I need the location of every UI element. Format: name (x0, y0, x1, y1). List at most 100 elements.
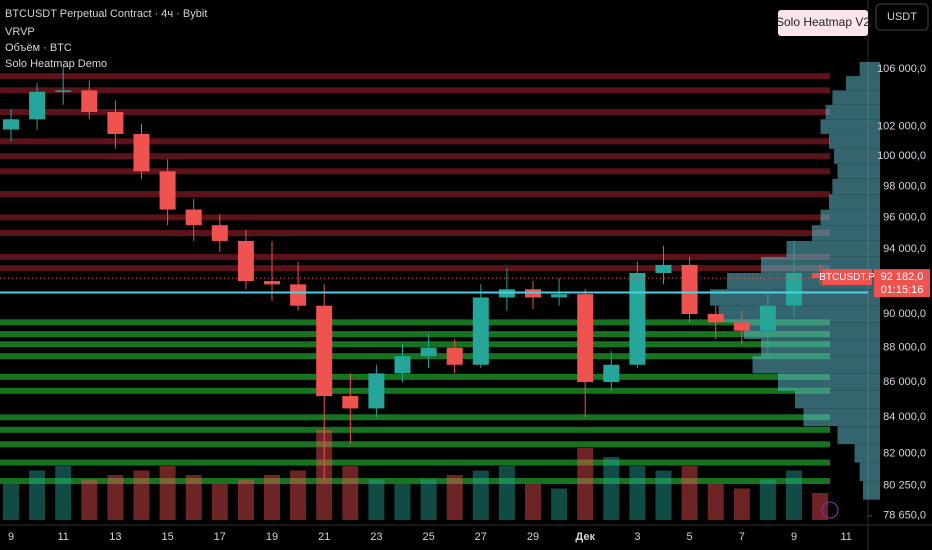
candle-body (655, 264, 672, 273)
volume-bar (603, 457, 620, 520)
profile-bin (718, 305, 880, 323)
heatmap-level (0, 168, 830, 175)
volume-bar (185, 475, 202, 520)
candle-body (55, 90, 72, 92)
volume-bar (3, 484, 19, 520)
candle-body (185, 209, 202, 226)
indicator-label: VRVP (5, 26, 35, 38)
volume-bar (446, 475, 463, 520)
candle-body (733, 322, 750, 331)
x-tick-label: 9 (791, 531, 797, 543)
indicator-label: Объём · BTC (5, 42, 72, 54)
candle-body (107, 111, 124, 134)
candle-body (290, 284, 307, 306)
candle-body (446, 347, 463, 365)
profile-bin (837, 426, 880, 445)
profile-bin (786, 240, 880, 257)
x-tick-label: 21 (318, 531, 330, 543)
volume-bar (707, 484, 724, 520)
y-tick-label: 90 000,0 (883, 308, 926, 320)
candle-body (159, 171, 176, 210)
profile-bin (820, 119, 880, 134)
x-tick-label: 29 (527, 531, 539, 543)
heatmap-level (0, 191, 830, 198)
lightning-icon[interactable] (821, 501, 839, 519)
x-tick-label: 3 (634, 531, 640, 543)
x-tick-label: Дек (575, 531, 595, 543)
candle-body (3, 119, 19, 130)
profile-bin (795, 390, 880, 409)
volume-bar (420, 479, 437, 520)
heatmap-level (0, 214, 830, 221)
heatmap-level (0, 353, 830, 360)
profile-bin (744, 322, 880, 340)
y-tick-label: 96 000,0 (883, 211, 926, 223)
volume-bar (107, 475, 124, 520)
volume-bar (29, 470, 46, 520)
y-tick-label: 98 000,0 (883, 180, 926, 192)
profile-bin (837, 163, 880, 179)
heatmap-level (0, 459, 830, 466)
profile-bin (825, 104, 880, 120)
heatmap-level (0, 230, 830, 237)
symbol-tag-box (822, 269, 872, 286)
profile-bin (778, 373, 880, 391)
profile-bin (834, 148, 880, 164)
x-tick-label: 13 (109, 531, 121, 543)
candle-body (472, 297, 489, 365)
candle-body (342, 396, 359, 409)
heatmap-level (0, 341, 830, 348)
profile-bin (832, 90, 880, 105)
x-tick-label: 5 (687, 531, 693, 543)
candle-body (368, 373, 385, 409)
heatmap-level (0, 73, 830, 80)
heatmap-level (0, 108, 830, 115)
y-tick-label: 84 000,0 (883, 411, 926, 423)
indicator-label: Solo Heatmap Demo (5, 58, 107, 70)
candle-body (551, 294, 568, 298)
x-tick-label: 7 (739, 531, 745, 543)
heatmap-level (0, 441, 830, 448)
profile-bin (829, 194, 880, 210)
badge[interactable]: Solo Heatmap V2 (776, 15, 870, 29)
heatmap-level (0, 138, 830, 145)
candle-body (264, 281, 280, 285)
last-price-box (874, 269, 930, 298)
currency-box[interactable] (875, 3, 929, 31)
heatmap-level (0, 373, 830, 380)
volume-bar (629, 466, 646, 520)
x-tick-label: 27 (475, 531, 487, 543)
x-tick-label: 19 (266, 531, 278, 543)
heatmap-level (0, 478, 830, 485)
currency[interactable]: USDT (887, 11, 917, 23)
heatmap-level (0, 153, 830, 160)
candle-body (211, 225, 228, 241)
y-tick-label: 94 000,0 (883, 243, 926, 255)
volume-bar (577, 448, 594, 520)
candle-body (629, 272, 646, 365)
x-tick-label: 25 (422, 531, 434, 543)
heatmap-level (0, 387, 830, 394)
volume-bar (159, 466, 176, 520)
heatmap-level (0, 87, 830, 94)
y-tick-label: 82 000,0 (883, 447, 926, 459)
badge-box[interactable] (778, 10, 868, 36)
countdown: 01:15:16 (881, 284, 924, 296)
candle-body (603, 364, 620, 383)
heatmap-level (0, 414, 830, 421)
heatmap-level (0, 319, 830, 326)
y-tick-label: 102 000,0 (877, 121, 926, 133)
profile-bin (846, 76, 880, 91)
volume-bar (237, 479, 254, 520)
candle-body (394, 356, 411, 374)
candle-body (29, 91, 46, 120)
x-tick-label: 11 (57, 531, 68, 543)
volume-bar (681, 466, 698, 520)
profile-bin (820, 209, 880, 226)
heatmap-level (0, 253, 830, 260)
volume-bar (525, 484, 541, 520)
x-tick-label: 15 (161, 531, 173, 543)
volume-bar (472, 470, 489, 520)
